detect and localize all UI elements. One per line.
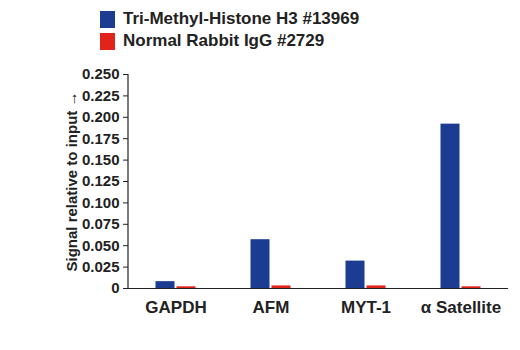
svg-text:0.025: 0.025: [82, 258, 120, 275]
svg-text:0.075: 0.075: [82, 215, 120, 232]
svg-text:0.125: 0.125: [82, 172, 120, 189]
svg-text:GAPDH: GAPDH: [145, 298, 206, 317]
svg-text:0.050: 0.050: [82, 237, 120, 254]
svg-text:0.200: 0.200: [82, 108, 120, 125]
svg-text:0.150: 0.150: [82, 151, 120, 168]
svg-text:0.175: 0.175: [82, 130, 120, 147]
svg-text:0.100: 0.100: [82, 194, 120, 211]
svg-text:AFM: AFM: [253, 298, 290, 317]
svg-text:0.225: 0.225: [82, 87, 120, 104]
svg-text:MYT-1: MYT-1: [341, 298, 391, 317]
html-text:Tri-Methyl-Histone H3 #13969: Tri-Methyl-Histone H3 #13969: [123, 9, 360, 28]
svg-text:0.250: 0.250: [82, 65, 120, 82]
svg-text:α Satellite: α Satellite: [421, 298, 501, 317]
svg-text:Signal relative to input →: Signal relative to input →: [63, 91, 80, 271]
svg-text:0: 0: [111, 279, 119, 296]
html-text:Normal Rabbit IgG #2729: Normal Rabbit IgG #2729: [123, 31, 325, 50]
